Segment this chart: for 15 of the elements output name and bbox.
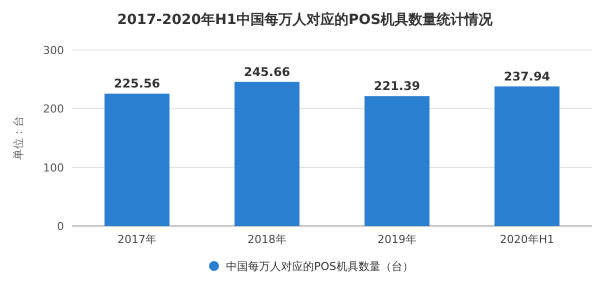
data-label: 245.66 — [244, 64, 290, 79]
x-tick-label: 2019年 — [378, 233, 416, 246]
y-tick-label: 100 — [43, 161, 64, 174]
y-axis-title: 单位：台 — [12, 116, 25, 160]
y-tick-label: 200 — [43, 102, 64, 116]
x-tick-label: 2020年H1 — [500, 233, 554, 246]
legend-label: 中国每万人对应的POS机具数量（台） — [226, 260, 414, 273]
data-label: 237.94 — [504, 69, 550, 84]
y-tick-label: 300 — [43, 44, 64, 57]
x-tick-label: 2018年 — [248, 233, 286, 246]
chart-title: 2017-2020年H1中国每万人对应的POS机具数量统计情况 — [117, 11, 494, 28]
y-tick-label: 0 — [57, 220, 64, 233]
data-label: 225.56 — [114, 76, 160, 91]
data-label: 221.39 — [374, 79, 420, 94]
x-tick-label: 2017年 — [118, 233, 156, 246]
